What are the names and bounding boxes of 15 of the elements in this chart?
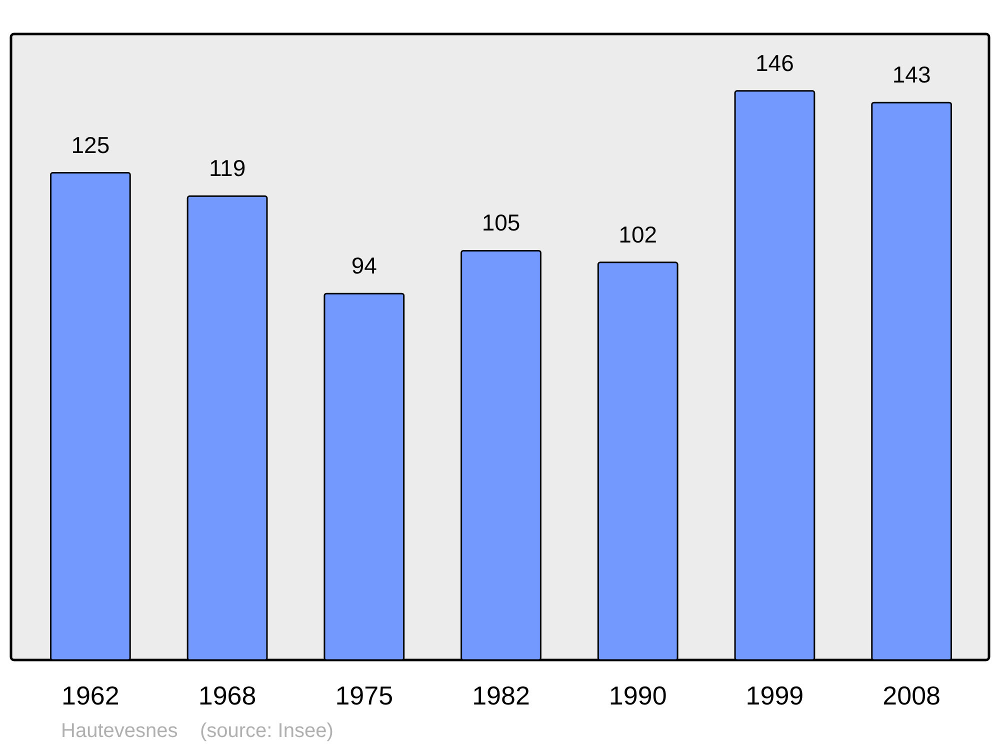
x-tick-label: 1999 [746,680,804,710]
x-tick-label: 1982 [472,680,530,710]
data-label: 119 [208,155,246,182]
x-tick-label: 1968 [198,680,256,710]
x-tick-label: 2008 [882,680,940,710]
data-label: 94 [351,252,378,279]
x-tick-label: 1975 [335,680,394,710]
data-label: 105 [482,210,520,236]
text: Hautevesnes (source: Insee) [61,720,334,742]
data-label: 125 [71,132,110,158]
x-tick-label: 1990 [608,680,667,710]
data-label: 143 [892,62,931,88]
data-label: 146 [756,50,794,76]
data-label: 102 [618,221,658,248]
x-tick-label: 1962 [62,680,120,710]
